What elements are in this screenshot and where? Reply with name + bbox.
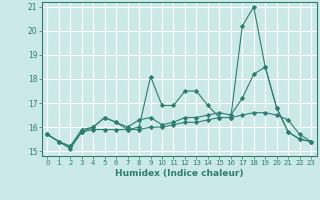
X-axis label: Humidex (Indice chaleur): Humidex (Indice chaleur) [115, 169, 244, 178]
